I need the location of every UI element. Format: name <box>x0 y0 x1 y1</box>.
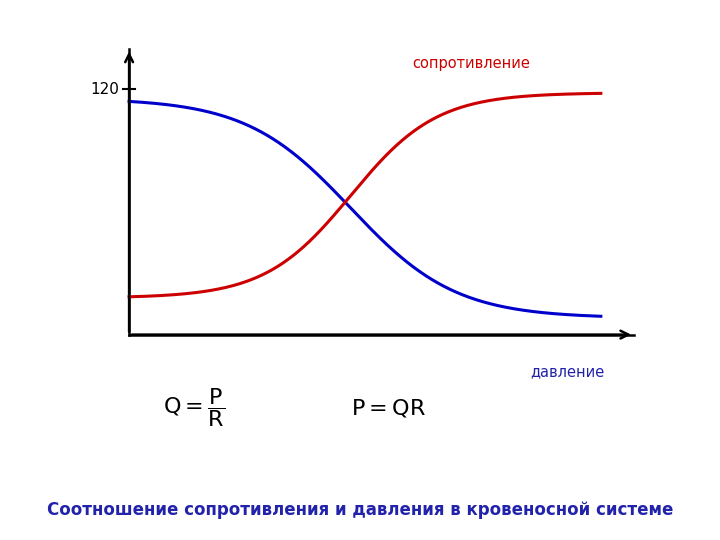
Text: $\mathdefault{P{=}QR}$: $\mathdefault{P{=}QR}$ <box>351 397 426 418</box>
Text: Соотношение сопротивления и давления в кровеносной системе: Соотношение сопротивления и давления в к… <box>47 501 673 519</box>
Text: 120: 120 <box>90 82 119 97</box>
Text: сопротивление: сопротивление <box>412 56 530 71</box>
Text: $\mathdefault{Q{=}}\dfrac{\mathdefault{P}}{\mathdefault{R}}$: $\mathdefault{Q{=}}\dfrac{\mathdefault{P… <box>163 386 225 429</box>
Text: давление: давление <box>531 364 605 379</box>
